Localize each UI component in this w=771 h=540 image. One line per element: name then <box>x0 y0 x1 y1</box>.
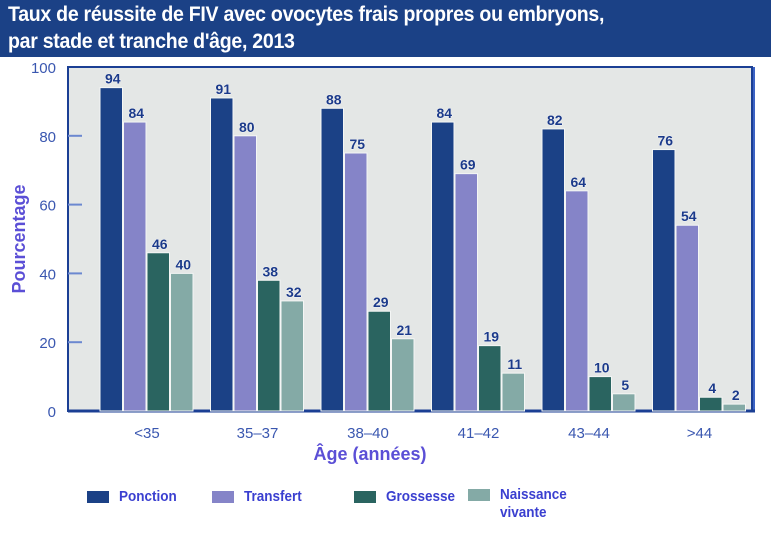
bar-naissance-vivante <box>501 372 525 412</box>
legend-label-line: vivante <box>500 504 547 521</box>
x-tick-label: 43–44 <box>568 425 610 442</box>
data-label: 32 <box>286 284 302 300</box>
bar-ponction <box>431 121 455 412</box>
data-label: 54 <box>681 208 697 224</box>
chart-title-line-1: Taux de réussite de FIV avec ovocytes fr… <box>8 3 605 26</box>
data-label: 80 <box>239 119 255 135</box>
bar-ponction <box>320 107 344 412</box>
bar-ponction <box>210 97 234 412</box>
legend-item: Transfert <box>212 488 308 506</box>
data-label: 19 <box>483 329 499 345</box>
y-tick-label: 20 <box>39 335 56 352</box>
y-tick-label: 100 <box>31 60 56 77</box>
bar-transfert <box>454 173 478 412</box>
legend-item: Grossesse <box>354 488 463 506</box>
legend-label-line: Naissance <box>500 486 567 503</box>
data-label: 11 <box>507 356 522 372</box>
legend-swatch <box>354 491 376 503</box>
data-label: 29 <box>373 294 389 310</box>
data-label: 2 <box>732 387 740 403</box>
x-axis-label: Âge (années) <box>313 443 426 464</box>
data-label: 88 <box>326 91 342 107</box>
legend-label: Grossesse <box>386 488 455 506</box>
data-label: 75 <box>349 136 365 152</box>
bar-transfert <box>233 135 257 412</box>
chart-title-bar: Taux de réussite de FIV avec ovocytes fr… <box>0 0 771 57</box>
bar-ponction <box>541 128 565 412</box>
bar-grossesse <box>367 310 391 412</box>
legend-label: Ponction <box>119 488 177 506</box>
data-label: 82 <box>547 112 563 128</box>
x-tick-label: 41–42 <box>458 425 500 442</box>
data-label: 64 <box>570 174 586 190</box>
legend-label: Transfert <box>244 488 302 506</box>
bar-grossesse <box>588 376 612 412</box>
bar-grossesse <box>146 252 170 412</box>
data-label: 40 <box>175 256 191 272</box>
y-tick-label: 40 <box>39 266 56 283</box>
data-label: 94 <box>105 71 121 87</box>
y-axis-label: Pourcentage <box>9 184 29 293</box>
legend-label: Naissance vivante <box>500 486 567 522</box>
bar-naissance-vivante <box>612 393 636 412</box>
bar-transfert <box>123 121 147 412</box>
legend-label-line: Ponction <box>119 488 177 505</box>
bar-ponction <box>99 87 123 412</box>
bar-transfert <box>565 190 589 412</box>
bar-transfert <box>675 224 699 412</box>
bar-naissance-vivante <box>280 300 304 412</box>
data-label: 10 <box>594 360 610 376</box>
bar-grossesse <box>699 396 723 412</box>
data-label: 38 <box>262 263 278 279</box>
y-tick-label: 60 <box>39 198 56 215</box>
bar-naissance-vivante <box>391 338 415 412</box>
x-tick-label: 38–40 <box>347 425 389 442</box>
data-label: 4 <box>708 380 716 396</box>
x-tick-label: <35 <box>134 425 159 442</box>
bar-transfert <box>344 152 368 412</box>
x-tick-label: >44 <box>687 425 712 442</box>
data-label: 84 <box>128 105 144 121</box>
data-label: 91 <box>215 81 231 97</box>
data-label: 46 <box>152 236 168 252</box>
bar-grossesse <box>257 279 281 412</box>
bar-naissance-vivante <box>722 403 746 412</box>
bar-grossesse <box>478 345 502 412</box>
legend-swatch <box>87 491 109 503</box>
data-label: 5 <box>621 377 629 393</box>
legend-swatch <box>212 491 234 503</box>
data-label: 76 <box>657 133 673 149</box>
data-label: 21 <box>396 322 412 338</box>
data-label: 69 <box>460 157 476 173</box>
legend-label-line: Transfert <box>244 488 302 505</box>
bar-naissance-vivante <box>170 272 194 412</box>
y-tick-label: 80 <box>39 129 56 146</box>
data-label: 84 <box>436 105 452 121</box>
legend-swatch <box>468 489 490 501</box>
x-tick-label: 35–37 <box>237 425 279 442</box>
legend-label-line: Grossesse <box>386 488 456 505</box>
chart-title-line-2: par stade et tranche d'âge, 2013 <box>8 30 295 53</box>
legend-item: Ponction <box>87 488 183 506</box>
bar-ponction <box>652 149 676 412</box>
legend-item: Naissance vivante <box>468 486 574 522</box>
y-tick-label: 0 <box>48 404 56 421</box>
